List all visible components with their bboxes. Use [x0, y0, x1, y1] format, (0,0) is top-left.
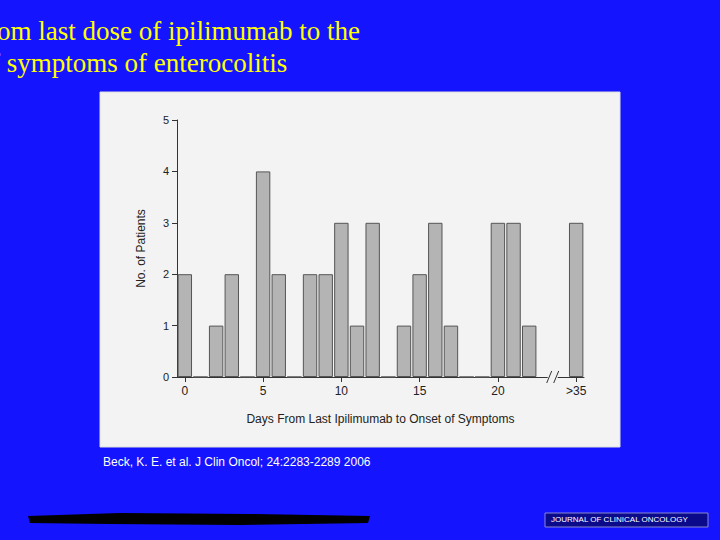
svg-text:10: 10: [335, 384, 349, 398]
svg-text:15: 15: [413, 384, 427, 398]
svg-text:No. of Patients: No. of Patients: [134, 209, 148, 288]
svg-text:20: 20: [491, 384, 505, 398]
svg-text:The interval from last dose of: The interval from last dose of ipilimuma…: [0, 16, 360, 46]
svg-text:Beck, K. E. et al. J Clin Onco: Beck, K. E. et al. J Clin Oncol; 24:2283…: [103, 455, 371, 469]
svg-text:4: 4: [163, 165, 169, 177]
svg-text:>35: >35: [566, 384, 587, 398]
svg-text:2: 2: [163, 268, 169, 280]
svg-text:5: 5: [260, 384, 267, 398]
svg-text:0: 0: [181, 384, 188, 398]
svg-text:JOURNAL OF CLINICAL ONCOLOGY: JOURNAL OF CLINICAL ONCOLOGY: [551, 515, 688, 524]
svg-text:0: 0: [163, 371, 169, 383]
svg-text:3: 3: [163, 217, 169, 229]
svg-text:onset of symptoms of enterocol: onset of symptoms of enterocolitis: [0, 48, 287, 78]
svg-text:Days From Last Ipilimumab to O: Days From Last Ipilimumab to Onset of Sy…: [246, 412, 514, 426]
svg-text:5: 5: [163, 114, 169, 126]
svg-text:1: 1: [163, 320, 169, 332]
